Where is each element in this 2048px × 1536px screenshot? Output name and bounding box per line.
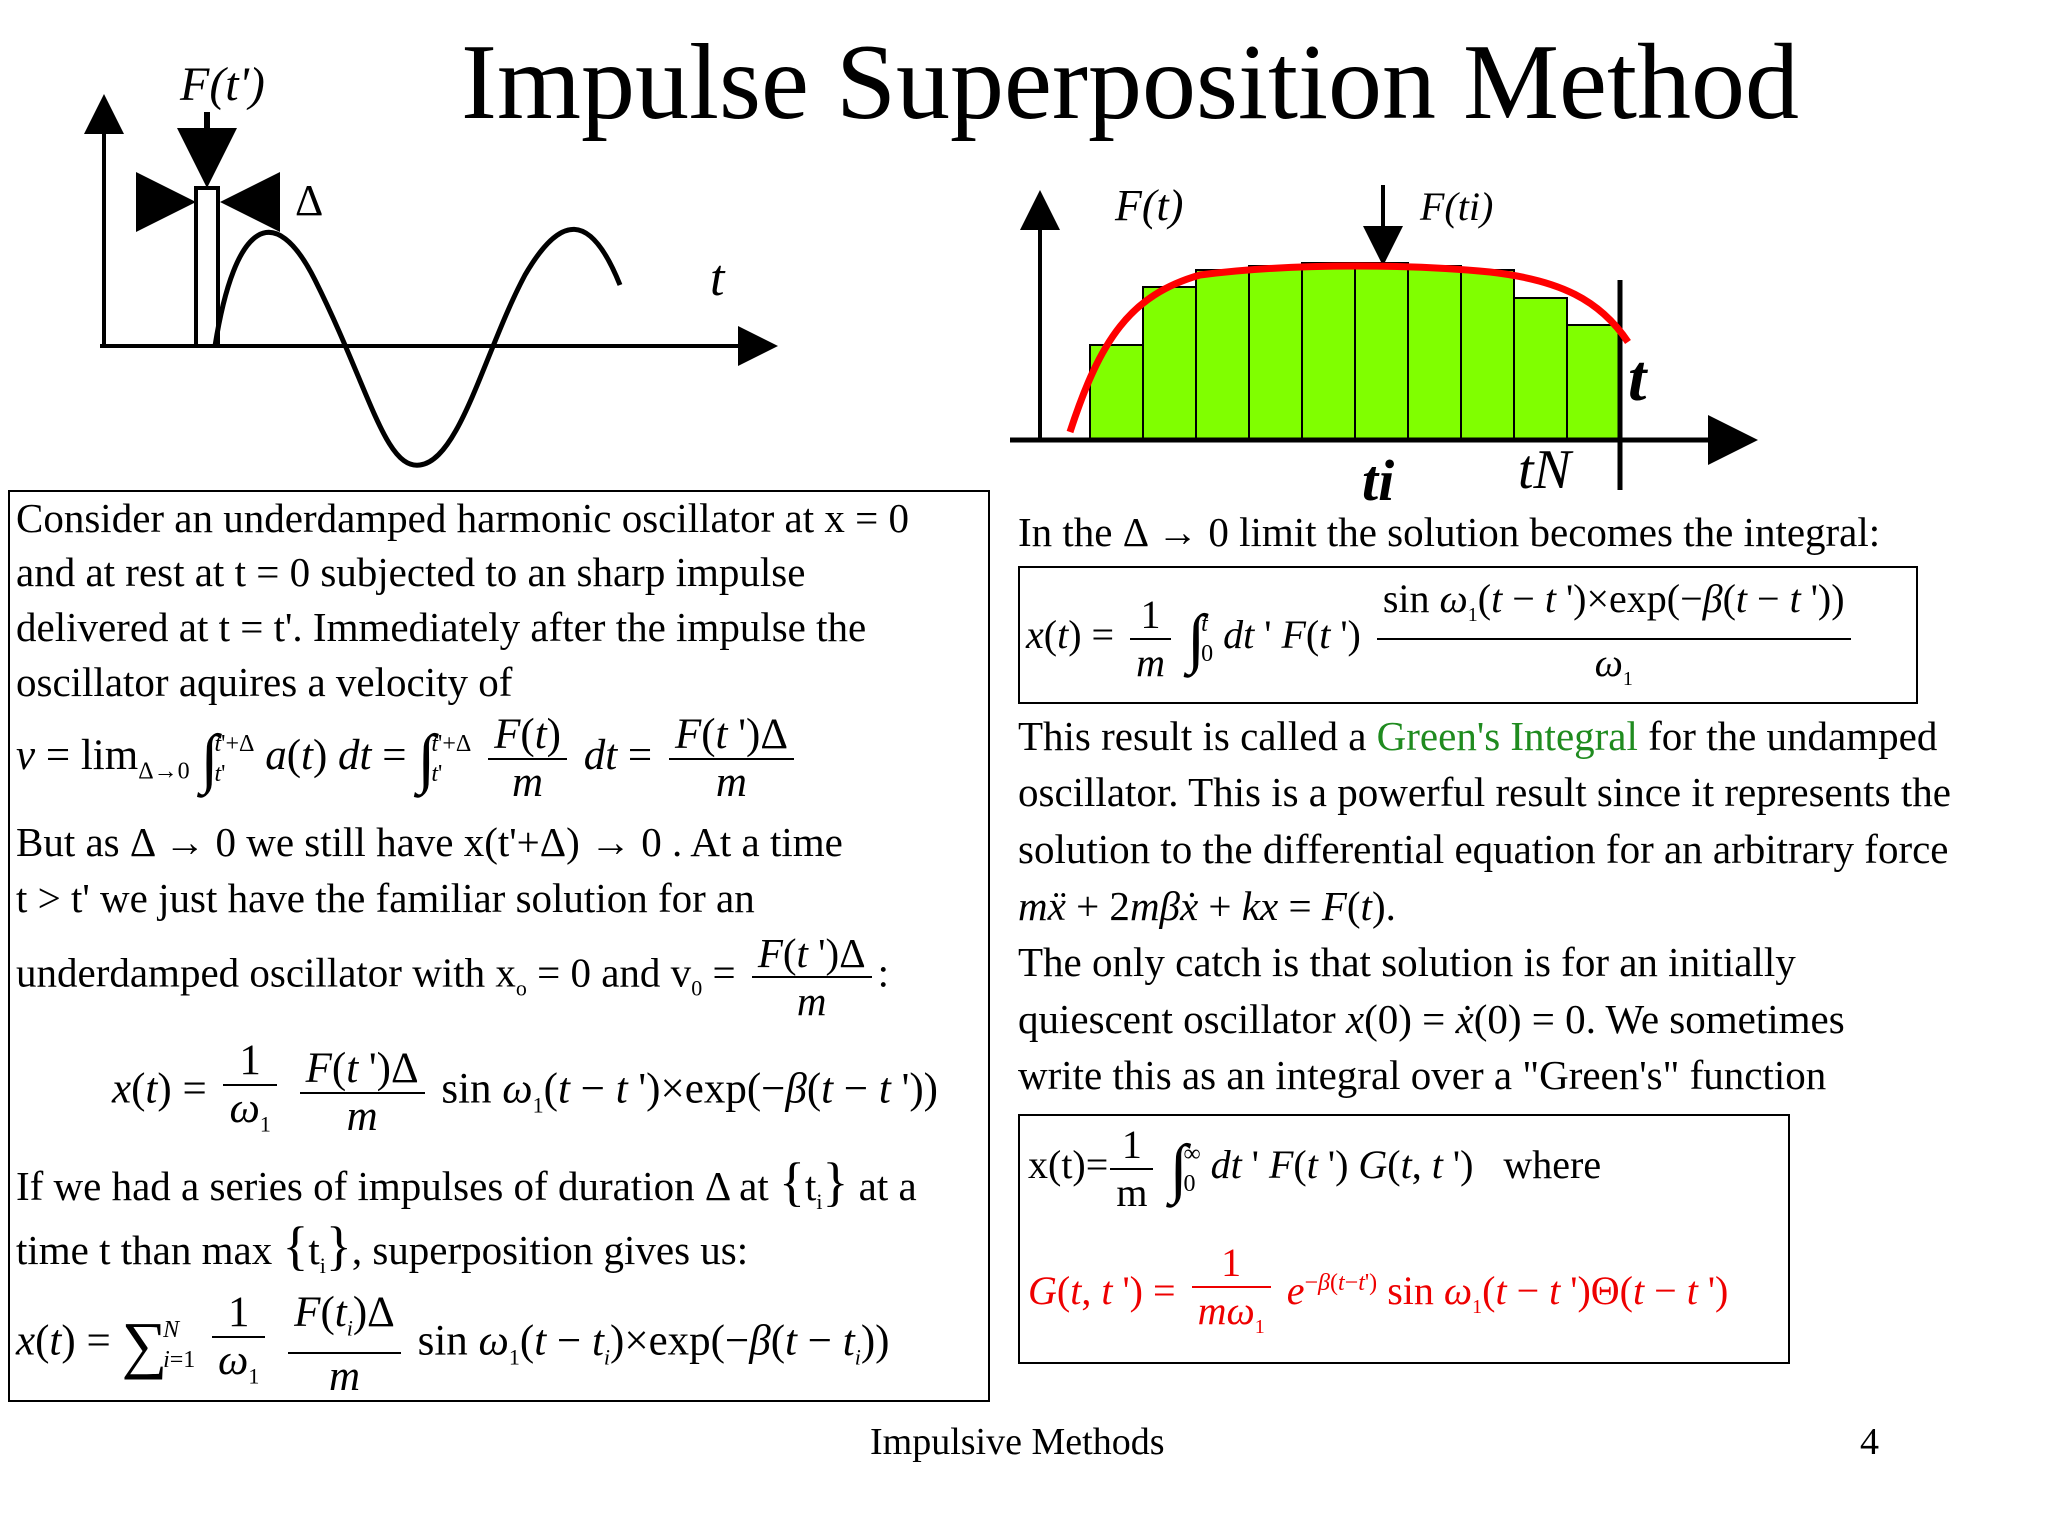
ode-equation: mẍ + 2mβẋ + kx = F(t). <box>1018 883 1396 929</box>
page-title: Impulse Superposition Method <box>461 23 1799 142</box>
right-para-5: The only catch is that solution is for a… <box>1018 939 1796 985</box>
left-derivation-box <box>8 490 990 1402</box>
left-line-6: But as Δ → 0 we still have x(t'+Δ) → 0 .… <box>16 819 843 865</box>
impulse-sinusoid-figure: F(t') Δ t <box>84 58 778 468</box>
greens-function-box <box>1018 1114 1790 1364</box>
left-line-1: Consider an underdamped harmonic oscilla… <box>16 495 909 541</box>
greens-function-definition: G(t, t ') = 1 mω1 e−β(t−t') sin ω1(t − t … <box>1028 1240 1729 1338</box>
right-para-1b: for the undamped <box>1637 713 1938 759</box>
force-label: F(t') <box>179 58 265 111</box>
force-curve <box>1066 262 1631 434</box>
series-text-end: at a <box>858 1163 917 1209</box>
footer-label: Impulsive Methods <box>870 1421 1165 1463</box>
tN-label: tN <box>1518 439 1574 501</box>
ti-label: ti <box>1362 448 1394 513</box>
right-para-1a: This result is called a <box>1018 713 1377 759</box>
left-line-3: delivered at t = t'. Immediately after t… <box>16 604 867 650</box>
superposition-text: , superposition gives us: <box>351 1227 749 1273</box>
right-para-7: write this as an integral over a "Green'… <box>1018 1052 1827 1098</box>
delta-label: Δ <box>295 176 323 225</box>
right-para-6: quiescent oscillator x(0) = ẋ(0) = 0. We… <box>1018 996 1845 1042</box>
single-impulse-solution: x(t) = 1 ω1 F(t ')Δ m sin ω1(t − t ')×exp(… <box>112 1037 938 1140</box>
where-label: where <box>1503 1142 1602 1188</box>
left-line-11: time t than max {ti}, superposition give… <box>16 1216 749 1279</box>
right-para-2: oscillator. This is a powerful result si… <box>1018 769 1951 815</box>
greens-integral-term: Green's Integral <box>1376 713 1638 759</box>
force-label: F(t) <box>1114 181 1183 230</box>
greens-integral-box <box>1018 566 1918 704</box>
velocity-equation: v = limΔ→0 ∫ t'+Δ t' a(t) dt = ∫ t'+Δ t' F(t… <box>16 712 800 806</box>
right-para-1: This result is called a Green's Integral… <box>1018 712 1937 760</box>
right-para-6a: quiescent oscillator <box>1018 996 1346 1042</box>
left-line-8b: = 0 and v <box>526 949 692 996</box>
impulse-bars-figure: F(t) F(ti) t ti tN <box>1000 181 1780 530</box>
t-axis-label: t <box>710 250 726 307</box>
left-line-4: oscillator aquires a velocity of <box>16 659 513 705</box>
sinusoid-curve <box>212 226 623 468</box>
left-line-10: If we had a series of impulses of durati… <box>16 1152 917 1215</box>
initial-conditions-line: underdamped oscillator with xo = 0 and v… <box>16 930 889 1024</box>
integral-intro: In the Δ → 0 limit the solution becomes … <box>1018 509 1881 555</box>
t-axis-label: t <box>1628 342 1648 415</box>
left-line-8: underdamped oscillator with x <box>16 949 516 996</box>
right-para-6b: . We sometimes <box>1585 996 1845 1042</box>
right-para-3: solution to the differential equation fo… <box>1018 826 1949 872</box>
max-text: time t than max <box>16 1227 273 1273</box>
left-line-7: t > t' we just have the familiar solutio… <box>16 875 755 921</box>
series-text: If we had a series of impulses of durati… <box>16 1163 769 1209</box>
left-line-2: and at rest at t = 0 subjected to an sha… <box>16 549 806 595</box>
page-number: 4 <box>1860 1421 1879 1463</box>
bar-mask <box>1000 440 1780 530</box>
greens-function-integral: x(t)= 1 m ∫ ∞ 0 dt ' F(t ') G(t, t ') where <box>1028 1122 1602 1215</box>
impulse-rectangle <box>194 186 220 348</box>
sample-force-label: F(ti) <box>1419 184 1493 229</box>
